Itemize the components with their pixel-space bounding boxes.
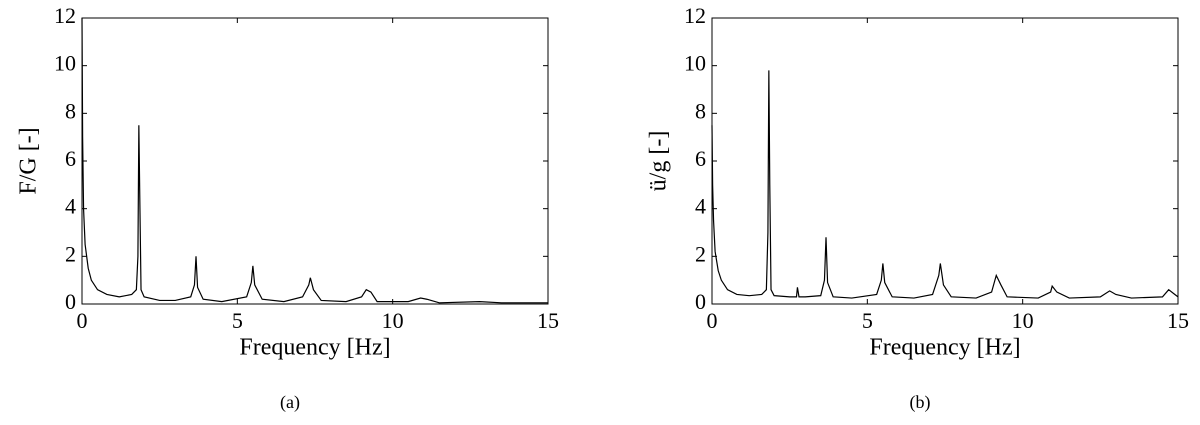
x-tick-label: 5 [862, 308, 873, 333]
x-axis-label: Frequency [Hz] [239, 335, 390, 361]
y-tick-label: 8 [65, 98, 76, 123]
y-tick-label: 6 [65, 146, 76, 171]
spectrum-line [81, 17, 548, 304]
y-tick-label: 6 [695, 146, 706, 171]
x-tick-label: 15 [537, 308, 559, 333]
y-tick-label: 0 [65, 289, 76, 314]
panel-caption: (a) [280, 392, 300, 413]
y-tick-label: 4 [695, 194, 706, 219]
x-axis-label: Frequency [Hz] [869, 335, 1020, 361]
axes-box [711, 17, 1179, 305]
y-tick-label: 8 [695, 98, 706, 123]
x-tick-label: 5 [232, 308, 243, 333]
y-axis-label: ü/g [-] [646, 131, 672, 192]
y-tick-label: 2 [65, 241, 76, 266]
spectrum-line [711, 70, 1179, 299]
y-tick-label: 10 [684, 51, 706, 76]
x-tick-label: 0 [77, 308, 88, 333]
panel-caption: (b) [910, 392, 931, 413]
x-tick-label: 0 [707, 308, 718, 333]
y-tick-label: 4 [65, 194, 76, 219]
x-tick-label: 10 [382, 308, 404, 333]
x-tick-label: 10 [1012, 308, 1034, 333]
y-tick-label: 12 [684, 3, 706, 28]
y-tick-label: 0 [695, 289, 706, 314]
y-tick-label: 2 [695, 241, 706, 266]
x-tick-label: 15 [1167, 308, 1189, 333]
y-axis-label: F/G [-] [16, 127, 42, 194]
axes-box [81, 17, 549, 305]
y-tick-label: 12 [54, 3, 76, 28]
y-tick-label: 10 [54, 51, 76, 76]
